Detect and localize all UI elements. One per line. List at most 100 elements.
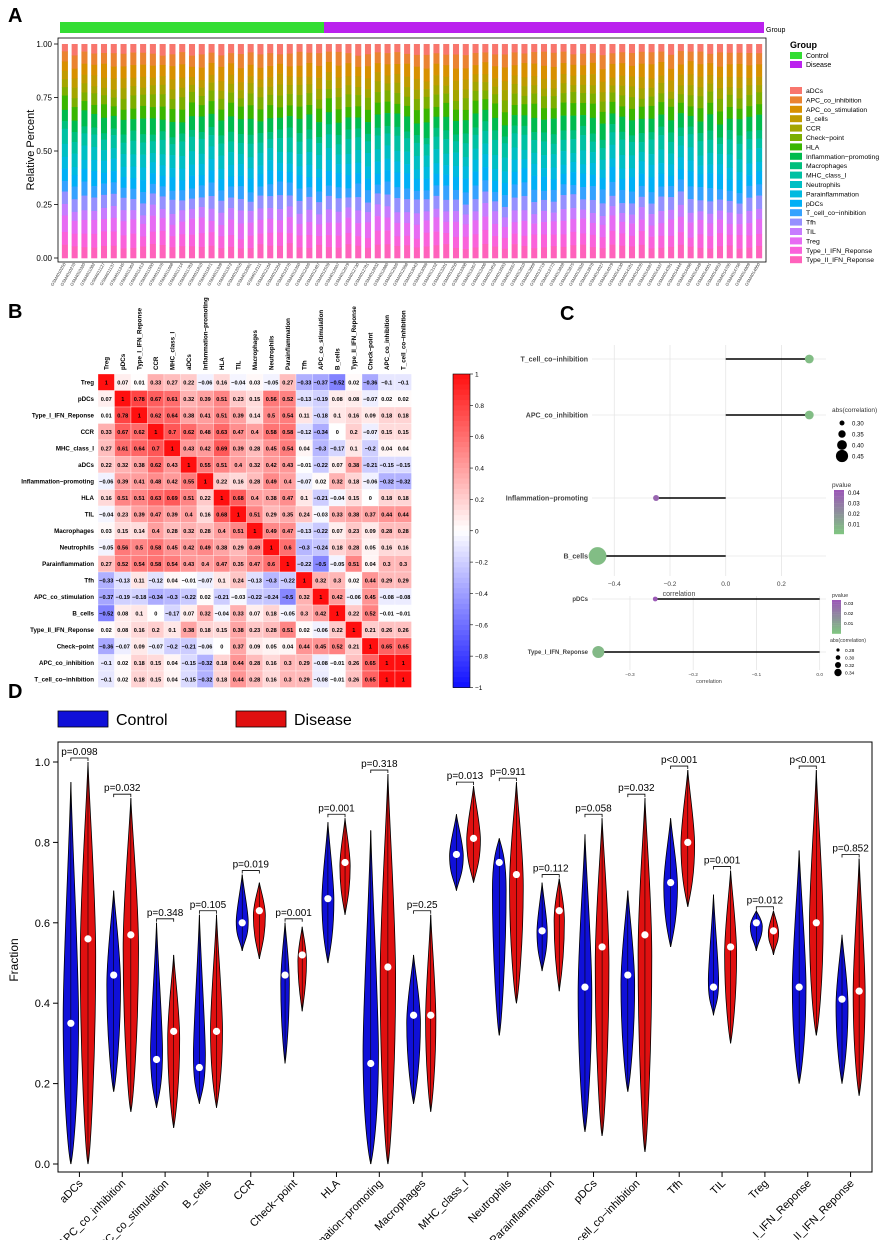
heatmap-cell-value: 0.07 (117, 380, 128, 386)
heatmap-cell-value: 0.22 (216, 479, 227, 485)
colorbar-tick-label: −0.4 (475, 591, 488, 598)
colorbar-segment (453, 598, 470, 605)
bar-segment (570, 208, 577, 220)
bar-segment (316, 136, 323, 144)
bar-segment (511, 133, 518, 148)
heatmap-cell-value: 0.4 (251, 430, 260, 436)
bar-segment (492, 168, 499, 182)
heatmap-cell-value: 0.39 (134, 512, 145, 518)
heatmap-cell-value: 0.04 (167, 578, 179, 584)
bar-segment (668, 91, 675, 100)
bar-segment (345, 244, 352, 259)
bar-segment (355, 197, 362, 211)
cell-type-legend-label: Type_II_IFN_Reponse (806, 257, 874, 264)
bar-segment (501, 54, 508, 68)
c1-color-legend-segment (834, 529, 844, 532)
bar-segment (364, 178, 372, 191)
bar-segment (374, 102, 381, 115)
bar-segment (609, 85, 616, 93)
c2-color-legend-segment (832, 629, 841, 632)
bar-segment (384, 133, 391, 146)
bar-segment (237, 44, 244, 55)
bar-segment (149, 77, 156, 86)
bar-segment (580, 102, 587, 116)
heatmap-cell-value: −0.07 (198, 578, 212, 584)
bar-segment (404, 105, 411, 117)
bar-segment (736, 143, 743, 160)
heatmap-cell-value: 1 (138, 413, 141, 419)
bar-segment (472, 171, 479, 186)
colorbar-segment (453, 504, 470, 511)
heatmap-cell-value: 0.23 (233, 397, 244, 403)
bar-segment (540, 132, 548, 142)
bar-segment (423, 220, 430, 233)
bar-segment (325, 98, 332, 113)
bar-segment (482, 202, 489, 217)
bar-segment (540, 88, 548, 97)
heatmap-cell-value: 0.33 (233, 611, 244, 617)
bar-segment (394, 93, 401, 105)
bar-segment (609, 144, 616, 159)
cell-type-legend-swatch (790, 209, 802, 217)
bar-segment (130, 178, 137, 190)
bar-segment (462, 214, 469, 225)
bar-segment (648, 236, 655, 249)
bar-segment (159, 94, 166, 107)
heatmap-cell-value: 0.43 (183, 562, 194, 568)
bar-segment (433, 231, 440, 246)
heatmap-cell-value: −0.04 (215, 611, 230, 617)
bar-segment (726, 106, 733, 120)
bar-segment (345, 207, 352, 218)
bar-segment (179, 190, 186, 201)
cell-type-legend-label: Inflammation−promoting (806, 154, 879, 161)
colorbar-segment (453, 452, 470, 458)
heatmap-cell-value: 0.44 (233, 661, 245, 667)
heatmap-cell-value: −0.24 (314, 545, 329, 551)
heatmap-cell-value: 0.08 (332, 397, 343, 403)
bar-segment (61, 156, 68, 169)
bar-segment (570, 218, 577, 233)
bar-segment (433, 136, 440, 150)
panel-d-category-label: B_cells (181, 1177, 215, 1211)
bar-segment (648, 105, 655, 120)
bar-segment (316, 53, 323, 67)
bar-segment (433, 149, 440, 164)
bar-segment (100, 44, 108, 54)
colorbar-segment (453, 609, 470, 615)
c1-color-legend-label: 0.02 (848, 512, 860, 518)
bar-segment (619, 212, 626, 223)
c1-color-legend-segment (834, 507, 844, 510)
bar-segment (668, 235, 675, 248)
c1-color-legend-segment (834, 525, 844, 528)
bar-segment (394, 52, 401, 65)
bar-segment (257, 87, 264, 98)
bar-segment (531, 140, 538, 154)
heatmap-cell-value: 0.4 (152, 529, 161, 535)
bar-segment (179, 133, 186, 142)
bar-segment (413, 247, 420, 259)
bar-segment (599, 55, 606, 70)
bar-segment (472, 44, 479, 54)
bar-segment (120, 142, 127, 155)
colorbar-segment (453, 535, 470, 542)
bar-segment (531, 248, 538, 259)
heatmap-cell-value: 0.49 (266, 529, 277, 535)
bar-segment (81, 126, 88, 134)
bar-segment (306, 138, 313, 153)
bar-segment (374, 52, 381, 64)
heatmap-cell-value: 0.48 (200, 430, 211, 436)
group-bar-disease (324, 22, 764, 33)
heatmap-cell-value: 0.01 (101, 413, 112, 419)
heatmap-cell-value: 0.39 (117, 479, 128, 485)
bar-segment (71, 107, 78, 121)
bar-segment (716, 44, 724, 53)
bar-segment (540, 190, 548, 201)
bar-segment (697, 44, 704, 52)
bar-segment (736, 203, 743, 215)
bar-segment (296, 213, 303, 225)
heatmap-cell-value: 0.61 (117, 446, 128, 452)
bar-segment (726, 154, 733, 169)
heatmap-col-label: CCR (153, 356, 160, 370)
bar-segment (599, 139, 606, 149)
bar-segment (110, 97, 117, 107)
